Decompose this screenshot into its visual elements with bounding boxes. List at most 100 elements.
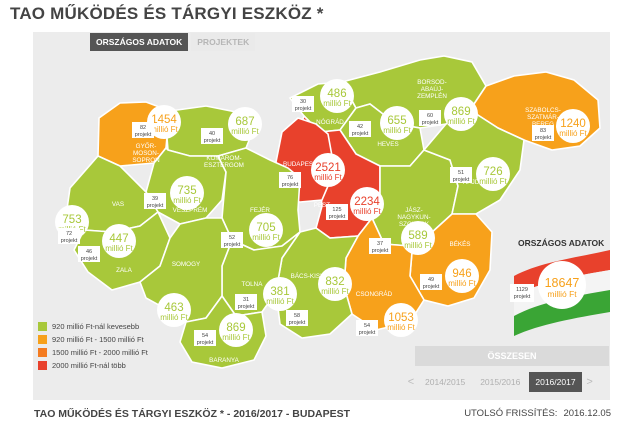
- county-amount: 705: [256, 222, 275, 234]
- county-amount-unit: millió Ft: [321, 287, 349, 296]
- county-amount-unit: millió Ft: [105, 244, 133, 253]
- summary-button[interactable]: ÖSSZESEN: [415, 346, 609, 366]
- svg-text:51: 51: [458, 170, 464, 176]
- tab-projects[interactable]: PROJEKTEK: [191, 33, 256, 51]
- county-amount-unit: millió Ft: [447, 117, 475, 126]
- legend-swatch-yellow: [38, 335, 47, 344]
- svg-text:projekt: projekt: [535, 135, 552, 141]
- svg-text:projekt: projekt: [61, 238, 78, 244]
- county-name-gyor-moson-sopron: GYŐR-MOSON-SOPRON: [132, 141, 160, 164]
- svg-text:42: 42: [357, 124, 363, 130]
- svg-text:projekt: projekt: [197, 340, 214, 346]
- last-updated-label: UTOLSÓ FRISSÍTÉS:: [464, 408, 558, 419]
- chevron-left-icon[interactable]: <: [407, 376, 415, 388]
- page-title: TAO MŰKÖDÉS ÉS TÁRGYI ESZKÖZ *: [10, 4, 324, 23]
- county-amount-unit: millió Ft: [353, 207, 381, 216]
- county-name-zala: ZALA: [116, 267, 133, 274]
- county-amount: 589: [408, 230, 427, 242]
- svg-text:58: 58: [294, 313, 300, 319]
- county-amount: 735: [177, 185, 196, 197]
- county-amount: 946: [452, 268, 471, 280]
- svg-text:76: 76: [287, 175, 293, 181]
- county-name-vas: VAS: [112, 201, 124, 208]
- legend-label: 1500 millió Ft - 2000 millió Ft: [52, 348, 148, 357]
- footer-title: TAO MŰKÖDÉS ÉS TÁRGYI ESZKÖZ * - 2016/20…: [34, 408, 351, 420]
- last-updated: UTOLSÓ FRISSÍTÉS: 2016.12.05: [464, 408, 611, 419]
- county-amount: 2521: [315, 162, 341, 174]
- legend-item: 2000 millió Ft-nál több: [38, 361, 148, 370]
- svg-text:40: 40: [209, 131, 215, 137]
- season-2015-2016-button[interactable]: 2015/2016: [474, 372, 527, 392]
- county-amount: 381: [270, 286, 289, 298]
- county-amount: 1053: [388, 312, 414, 324]
- county-amount-unit: millió Ft: [231, 127, 259, 136]
- national-amount: 18647: [545, 276, 580, 290]
- county-name-fejer: FEJÉR: [250, 205, 270, 214]
- county-amount: 726: [483, 166, 502, 178]
- county-amount: 486: [327, 88, 346, 100]
- county-name-nograd: NÓGRÁD: [316, 117, 344, 126]
- svg-text:projekt: projekt: [135, 132, 152, 138]
- svg-text:projekt: projekt: [329, 214, 346, 220]
- legend-swatch-red: [38, 361, 47, 370]
- svg-text:72: 72: [66, 231, 72, 237]
- county-amount-unit: millió Ft: [383, 126, 411, 135]
- legend-label: 920 millió Ft-nál kevesebb: [52, 322, 140, 331]
- svg-text:30: 30: [300, 99, 306, 105]
- svg-text:projekt: projekt: [289, 320, 306, 326]
- county-name-csongrad: CSONGRÁD: [356, 289, 393, 298]
- svg-text:projekt: projekt: [295, 106, 312, 112]
- season-2014-2015-button[interactable]: 2014/2015: [419, 372, 472, 392]
- national-amount-unit: millió Ft: [547, 289, 577, 299]
- county-amount-unit: millió Ft: [323, 99, 351, 108]
- svg-text:projekt: projekt: [422, 120, 439, 126]
- county-name-borsod-abauj-zemplen: BORSOD-ABAÚJ-ZEMPLÉN: [417, 79, 447, 100]
- svg-text:projekt: projekt: [352, 131, 369, 137]
- svg-text:projekt: projekt: [238, 304, 255, 310]
- county-name-somogy: SOMOGY: [172, 261, 201, 268]
- svg-text:projekt: projekt: [147, 203, 164, 209]
- svg-text:49: 49: [428, 277, 434, 283]
- county-amount-unit: millió Ft: [404, 241, 432, 250]
- svg-text:projekt: projekt: [423, 284, 440, 290]
- tab-national-data[interactable]: ORSZÁGOS ADATOK: [90, 33, 189, 51]
- chevron-right-icon[interactable]: >: [586, 376, 593, 388]
- county-amount: 687: [235, 116, 254, 128]
- county-name-baranya: BARANYA: [209, 357, 239, 364]
- county-amount-unit: millió Ft: [559, 129, 587, 138]
- county-name-heves: HEVES: [377, 141, 398, 148]
- season-2016-2017-button[interactable]: 2016/2017: [529, 372, 582, 392]
- svg-text:projekt: projekt: [282, 182, 299, 188]
- county-amount: 1240: [560, 118, 586, 130]
- svg-text:46: 46: [86, 249, 92, 255]
- county-amount-unit: millió Ft: [448, 279, 476, 288]
